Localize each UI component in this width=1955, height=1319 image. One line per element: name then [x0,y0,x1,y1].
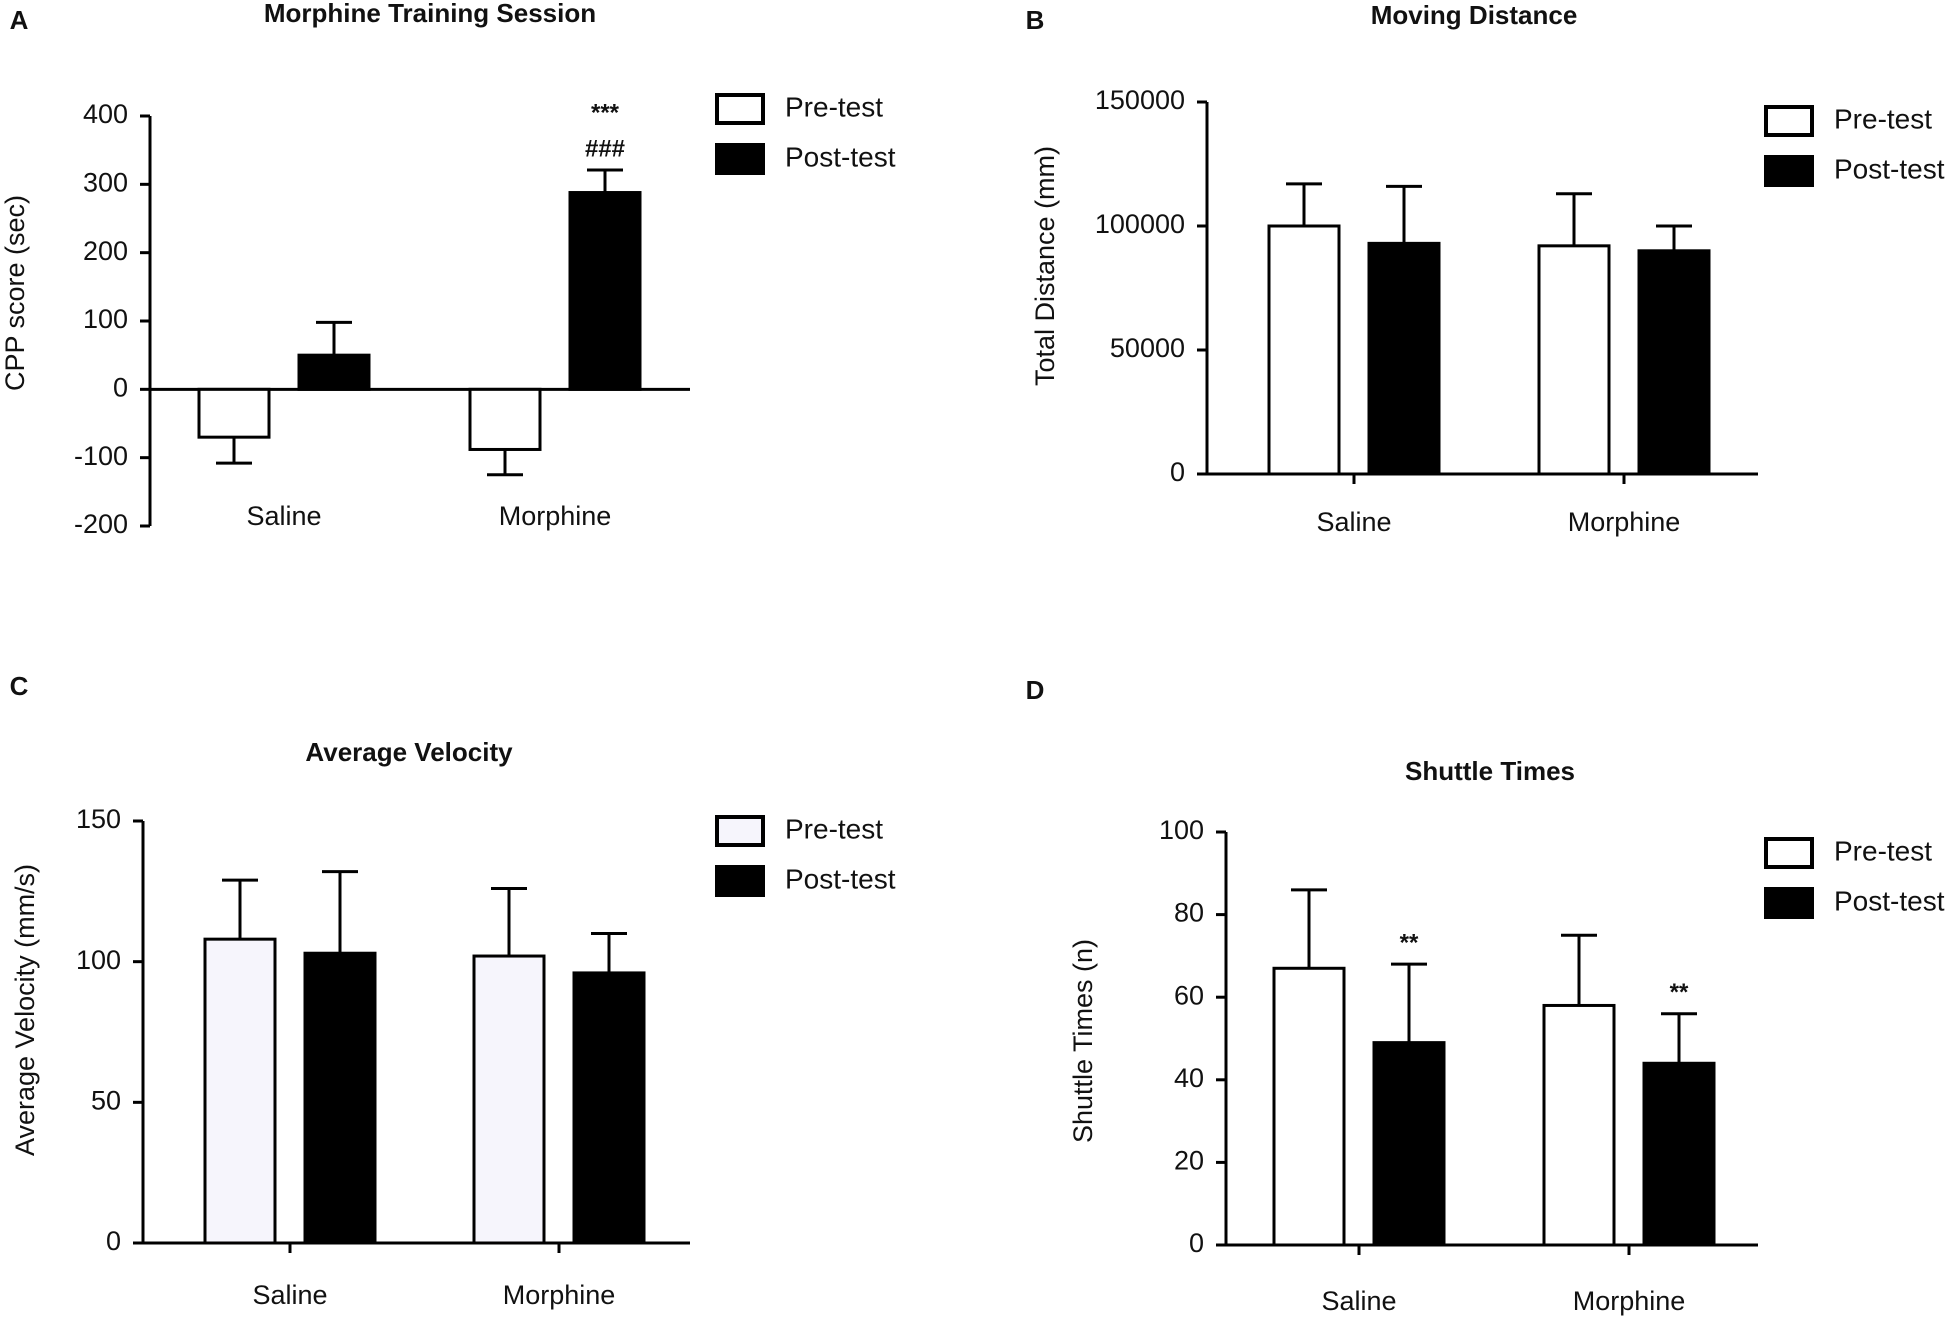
bar [1272,966,1346,1247]
bar [472,954,546,1245]
bar [1537,244,1611,476]
panel-letter: A [10,5,29,35]
legend-label: Pre-test [785,813,883,844]
bar [1642,1061,1716,1247]
annotation: ** [1400,930,1419,957]
legend-label: Post-test [1834,153,1945,184]
y-axis-label: Total Distance (mm) [1030,146,1060,386]
bar [303,951,377,1245]
x-tick-label: Morphine [503,1280,616,1310]
y-tick-label: 0 [106,1226,121,1256]
annotation: ** [1670,979,1689,1006]
chart-title: Shuttle Times [1405,756,1575,786]
y-tick-label: 0 [113,372,128,402]
panel-letter: C [10,671,29,701]
legend-label: Post-test [785,863,896,894]
x-tick-label: Saline [1321,1286,1396,1316]
bar [203,937,277,1245]
chart-title: Morphine Training Session [264,0,596,28]
y-tick-label: 0 [1189,1228,1204,1258]
annotation: *** [591,99,620,126]
x-tick-label: Morphine [499,501,612,531]
legend-swatch [1764,837,1814,869]
y-tick-label: 40 [1174,1063,1204,1093]
annotation: ### [585,135,625,162]
legend-swatch [715,93,765,125]
bar [568,191,642,391]
panel-letter: D [1026,675,1045,705]
y-tick-label: 150 [76,804,121,834]
legend-swatch [1764,155,1814,187]
y-tick-label: 100 [1159,815,1204,845]
legend-swatch [1764,887,1814,919]
y-tick-label: 50 [91,1085,121,1115]
chart-title: Average Velocity [305,737,513,767]
y-tick-label: 100 [76,945,121,975]
y-tick-label: 0 [1170,457,1185,487]
bar [1637,249,1711,476]
chart-title: Moving Distance [1371,0,1578,30]
panel-letter: B [1026,5,1045,35]
bar [197,387,271,439]
bar [1542,1003,1616,1247]
legend-label: Pre-test [1834,103,1932,134]
y-tick-label: -100 [74,441,128,471]
y-axis-label: Average Velocity (mm/s) [10,864,40,1156]
legend-label: Post-test [1834,885,1945,916]
x-tick-label: Saline [252,1280,327,1310]
bar [572,971,646,1245]
y-axis-label: CPP score (sec) [0,195,30,391]
y-tick-label: 80 [1174,898,1204,928]
y-tick-label: 300 [83,167,128,197]
x-tick-label: Morphine [1568,507,1681,537]
y-tick-label: 50000 [1110,333,1185,363]
bar [297,353,371,391]
legend-label: Post-test [785,141,896,172]
bar [1372,1041,1446,1247]
y-tick-label: 200 [83,236,128,266]
y-tick-label: 150000 [1095,85,1185,115]
legend-label: Pre-test [1834,835,1932,866]
y-tick-label: 20 [1174,1146,1204,1176]
bar [1367,241,1441,476]
y-tick-label: 400 [83,99,128,129]
y-tick-label: 100 [83,304,128,334]
y-tick-label: 60 [1174,980,1204,1010]
bar [468,387,542,451]
y-tick-label: -200 [74,509,128,539]
legend-swatch [715,815,765,847]
y-tick-label: 100000 [1095,209,1185,239]
legend-swatch [715,143,765,175]
x-tick-label: Saline [1316,507,1391,537]
legend-label: Pre-test [785,91,883,122]
legend-swatch [715,865,765,897]
bar [1267,224,1341,476]
x-tick-label: Morphine [1573,1286,1686,1316]
y-axis-label: Shuttle Times (n) [1068,939,1098,1143]
legend-swatch [1764,105,1814,137]
x-tick-label: Saline [246,501,321,531]
